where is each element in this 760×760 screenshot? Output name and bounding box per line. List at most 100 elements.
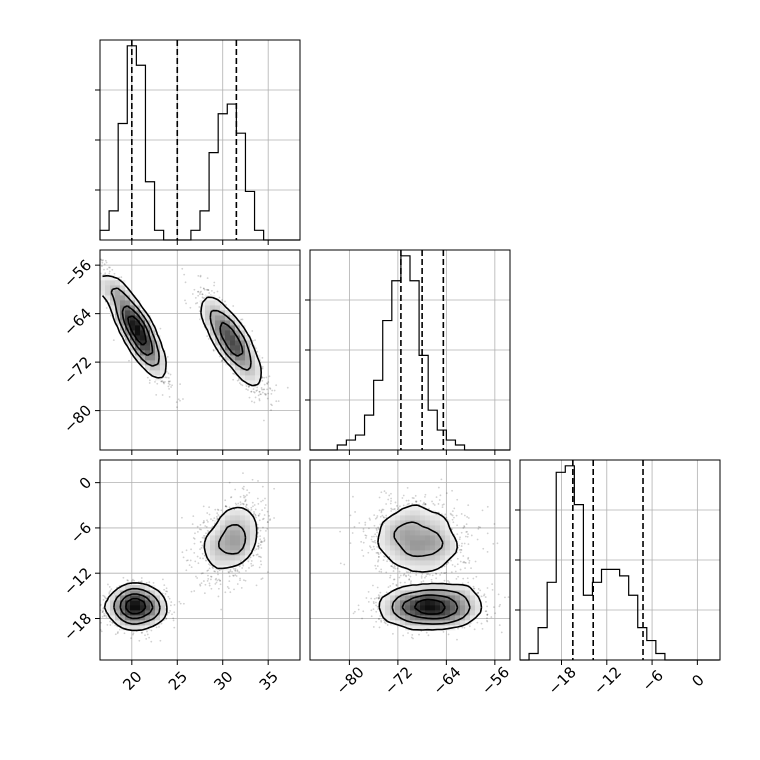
density-cell bbox=[150, 325, 156, 331]
sample-point bbox=[196, 302, 199, 304]
sample-point bbox=[252, 505, 254, 508]
sample-point bbox=[108, 270, 111, 273]
sample-point bbox=[258, 390, 261, 393]
sample-point bbox=[241, 487, 244, 490]
sample-point bbox=[250, 508, 253, 511]
sample-point bbox=[206, 579, 209, 582]
density-cell bbox=[125, 310, 131, 316]
sample-point bbox=[92, 594, 94, 596]
sample-point bbox=[118, 276, 121, 279]
density-cell bbox=[210, 310, 216, 316]
sample-point bbox=[243, 496, 246, 499]
density-cell bbox=[210, 315, 216, 321]
sample-point bbox=[240, 587, 243, 589]
sample-point bbox=[248, 567, 250, 569]
sample-point bbox=[199, 274, 202, 277]
sample-point bbox=[197, 290, 200, 293]
density-cell bbox=[150, 360, 156, 366]
sample-point bbox=[105, 616, 108, 618]
density-cell bbox=[125, 330, 131, 336]
sample-point bbox=[247, 389, 249, 391]
sample-point bbox=[170, 386, 172, 388]
sample-point bbox=[267, 381, 270, 383]
sample-point bbox=[210, 575, 213, 578]
sample-point bbox=[102, 607, 105, 610]
density-cell bbox=[150, 335, 156, 341]
density-cell bbox=[115, 300, 121, 306]
sample-point bbox=[263, 539, 266, 541]
sample-point bbox=[197, 530, 199, 533]
sample-point bbox=[246, 489, 249, 492]
density-cell bbox=[225, 355, 231, 361]
sample-point bbox=[181, 267, 184, 270]
sample-point bbox=[100, 621, 102, 624]
sample-point bbox=[260, 393, 262, 396]
sample-point bbox=[108, 591, 111, 594]
density-cell bbox=[225, 340, 231, 346]
sample-point bbox=[237, 502, 240, 505]
sample-point bbox=[102, 594, 105, 597]
sample-point bbox=[169, 380, 171, 383]
density-cell bbox=[250, 370, 256, 376]
sample-point bbox=[164, 593, 167, 595]
sample-point bbox=[257, 527, 259, 529]
sample-point bbox=[210, 289, 213, 292]
sample-point bbox=[165, 617, 167, 620]
density-cell bbox=[140, 340, 146, 346]
sample-point bbox=[168, 383, 171, 386]
sample-point bbox=[242, 503, 245, 506]
sample-point bbox=[169, 610, 171, 612]
sample-point bbox=[235, 575, 238, 577]
sample-point bbox=[233, 373, 236, 375]
sample-point bbox=[97, 605, 99, 607]
sample-point bbox=[217, 573, 219, 576]
sample-point bbox=[202, 287, 205, 290]
density-cell bbox=[140, 330, 146, 336]
density-cell bbox=[145, 345, 151, 351]
sample-point bbox=[253, 401, 256, 404]
sample-point bbox=[245, 504, 248, 506]
sample-point bbox=[211, 525, 214, 528]
sample-point bbox=[145, 637, 148, 640]
sample-point bbox=[242, 485, 245, 488]
sample-point bbox=[173, 603, 176, 606]
sample-point bbox=[213, 291, 216, 294]
sample-point bbox=[170, 601, 173, 603]
sample-point bbox=[260, 387, 263, 389]
sample-point bbox=[202, 287, 205, 290]
sample-point bbox=[224, 505, 227, 508]
sample-point bbox=[213, 281, 216, 284]
sample-point bbox=[110, 588, 113, 591]
density-cell bbox=[255, 380, 261, 386]
density-cell bbox=[250, 365, 256, 371]
sample-point bbox=[111, 268, 114, 271]
sample-point bbox=[208, 567, 211, 570]
density-cell bbox=[155, 355, 161, 361]
sample-point bbox=[193, 288, 196, 291]
sample-point bbox=[241, 384, 244, 387]
density-cell bbox=[210, 320, 216, 326]
sample-point bbox=[194, 297, 197, 299]
sample-point bbox=[199, 523, 202, 526]
sample-point bbox=[263, 392, 266, 395]
density-cell bbox=[220, 325, 226, 331]
contour-level-1 bbox=[101, 274, 262, 387]
sample-point bbox=[255, 553, 258, 556]
density-cell bbox=[240, 360, 246, 366]
sample-point bbox=[90, 252, 92, 254]
density-cell bbox=[125, 300, 131, 306]
sample-point bbox=[112, 339, 115, 342]
sample-point bbox=[245, 506, 248, 509]
sample-point bbox=[131, 580, 133, 582]
sample-point bbox=[258, 519, 261, 522]
sample-point bbox=[91, 604, 93, 606]
sample-point bbox=[201, 293, 204, 296]
density-cell bbox=[145, 350, 151, 356]
sample-point bbox=[228, 571, 230, 574]
sample-point bbox=[224, 300, 226, 303]
density-cell bbox=[145, 315, 151, 321]
density-cell bbox=[140, 310, 146, 316]
sample-point bbox=[114, 633, 117, 636]
sample-point bbox=[253, 504, 256, 506]
sample-point bbox=[269, 388, 272, 390]
